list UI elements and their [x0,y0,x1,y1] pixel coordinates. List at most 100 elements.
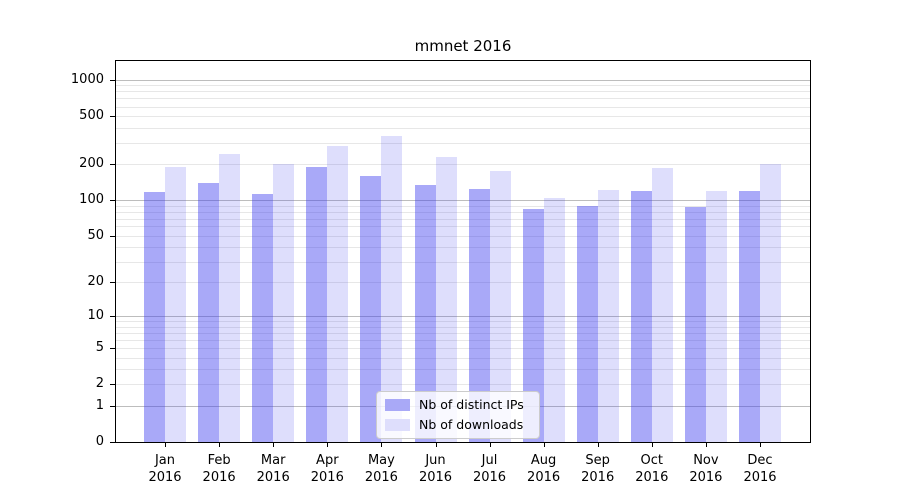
y-tick-label: 5 [95,340,104,355]
y-tick-label: 2 [95,376,104,392]
gridlines-layer [116,61,810,442]
bar-downloads [760,163,781,442]
x-tick-label: Mar 2016 [243,452,303,486]
y-tick-label: 1 [95,397,104,413]
x-tick-mark [760,443,761,447]
bar-downloads [273,163,295,442]
x-tick-year: 2016 [148,470,182,485]
bar-downloads [165,167,186,442]
legend-swatch-ips [385,399,410,411]
y-tick-label: 500 [79,108,104,123]
x-tick-label: Sep 2016 [568,452,628,486]
bar-downloads [543,197,565,442]
x-tick-mark [651,443,653,447]
legend-label-distinct-ips: Nb of distinct IPs [419,397,524,412]
x-tick-year: 2016 [202,470,236,485]
legend-swatch-downloads [385,419,410,431]
bar-distinct-ips [576,205,598,442]
gridline-minor [116,235,810,237]
gridline-minor [116,333,810,334]
gridline-major [116,316,810,318]
x-tick-mark [705,443,707,447]
gridline-minor [116,116,810,117]
gridline-major [116,79,810,81]
gridline-minor [116,321,810,323]
x-tick-year: 2016 [364,470,398,485]
x-tick-mark [381,443,383,447]
gridline-minor [116,163,810,165]
bar-distinct-ips [198,182,220,442]
bar-downloads [327,146,349,442]
x-tick-label: Aug 2016 [514,452,574,486]
legend-item-distinct-ips: Nb of distinct IPs [385,397,531,413]
gridline-major [116,200,810,201]
x-tick-label: May 2016 [351,452,411,486]
y-tick-label: 10 [87,308,104,324]
bar-distinct-ips [468,189,490,442]
gridline-minor [116,142,810,144]
bar-distinct-ips [144,191,165,442]
x-tick-year: 2016 [689,470,723,485]
x-tick-year: 2016 [743,470,777,485]
x-tick-mark [435,443,437,447]
bar-downloads [219,154,241,442]
bar-downloads [597,190,619,442]
x-tick-year: 2016 [472,470,507,485]
bar-downloads [489,170,511,442]
bar-distinct-ips [684,206,706,442]
gridline-minor [116,326,810,328]
gridline-minor [116,218,810,220]
bar-distinct-ips [414,185,436,442]
gridline-minor [116,348,810,349]
x-tick-mark [597,443,599,447]
gridline-minor [116,340,810,341]
bar-distinct-ips [522,209,544,442]
x-tick-mark [165,443,166,447]
gridline-minor [116,106,810,108]
x-tick-label: Jan 2016 [135,452,195,486]
gridline-minor [116,211,810,213]
legend-item-downloads: Nb of downloads [385,417,531,433]
x-tick-label: Dec 2016 [730,452,790,486]
x-tick-mark [327,443,329,447]
gridline-minor [116,98,810,100]
x-tick-year: 2016 [581,470,615,485]
x-tick-mark [273,443,275,447]
y-tick-label: 50 [87,227,104,243]
x-tick-mark [543,443,545,447]
x-tick-year: 2016 [418,470,453,485]
y-tick-label: 20 [87,274,104,290]
x-tick-year: 2016 [256,470,290,485]
bar-downloads [435,156,457,442]
bar-downloads [651,168,673,442]
bar-distinct-ips [739,190,760,442]
x-tick-year: 2016 [310,470,344,485]
x-tick-label: Jun 2016 [406,452,466,486]
gridline-minor [116,85,810,87]
x-tick-label: Oct 2016 [622,452,682,486]
gridline-minor [116,91,810,93]
y-tick-label: 1000 [70,71,104,87]
gridline-minor [116,282,810,284]
y-tick-label: 100 [79,192,104,207]
bar-distinct-ips [630,190,652,442]
gridline-minor [116,384,810,386]
bar-downloads [381,136,403,442]
gridline-minor [116,369,810,371]
bar-downloads [705,190,727,442]
x-tick-label: Nov 2016 [676,452,736,486]
y-tick-label: 0 [95,434,104,449]
gridline-minor [116,357,810,359]
x-tick-label: Jul 2016 [460,452,520,486]
chart-title: mmnet 2016 [414,37,512,55]
x-tick-label: Apr 2016 [297,452,357,486]
gridline-minor [116,247,810,249]
x-tick-mark [489,443,491,447]
y-tick-label: 200 [79,155,104,171]
gridline-minor [116,261,810,263]
plot-area: Nb of distinct IPs Nb of downloads [115,60,811,443]
gridline-minor [116,127,810,129]
bar-distinct-ips [360,175,382,442]
x-tick-mark [219,443,221,447]
x-tick-year: 2016 [635,470,669,485]
